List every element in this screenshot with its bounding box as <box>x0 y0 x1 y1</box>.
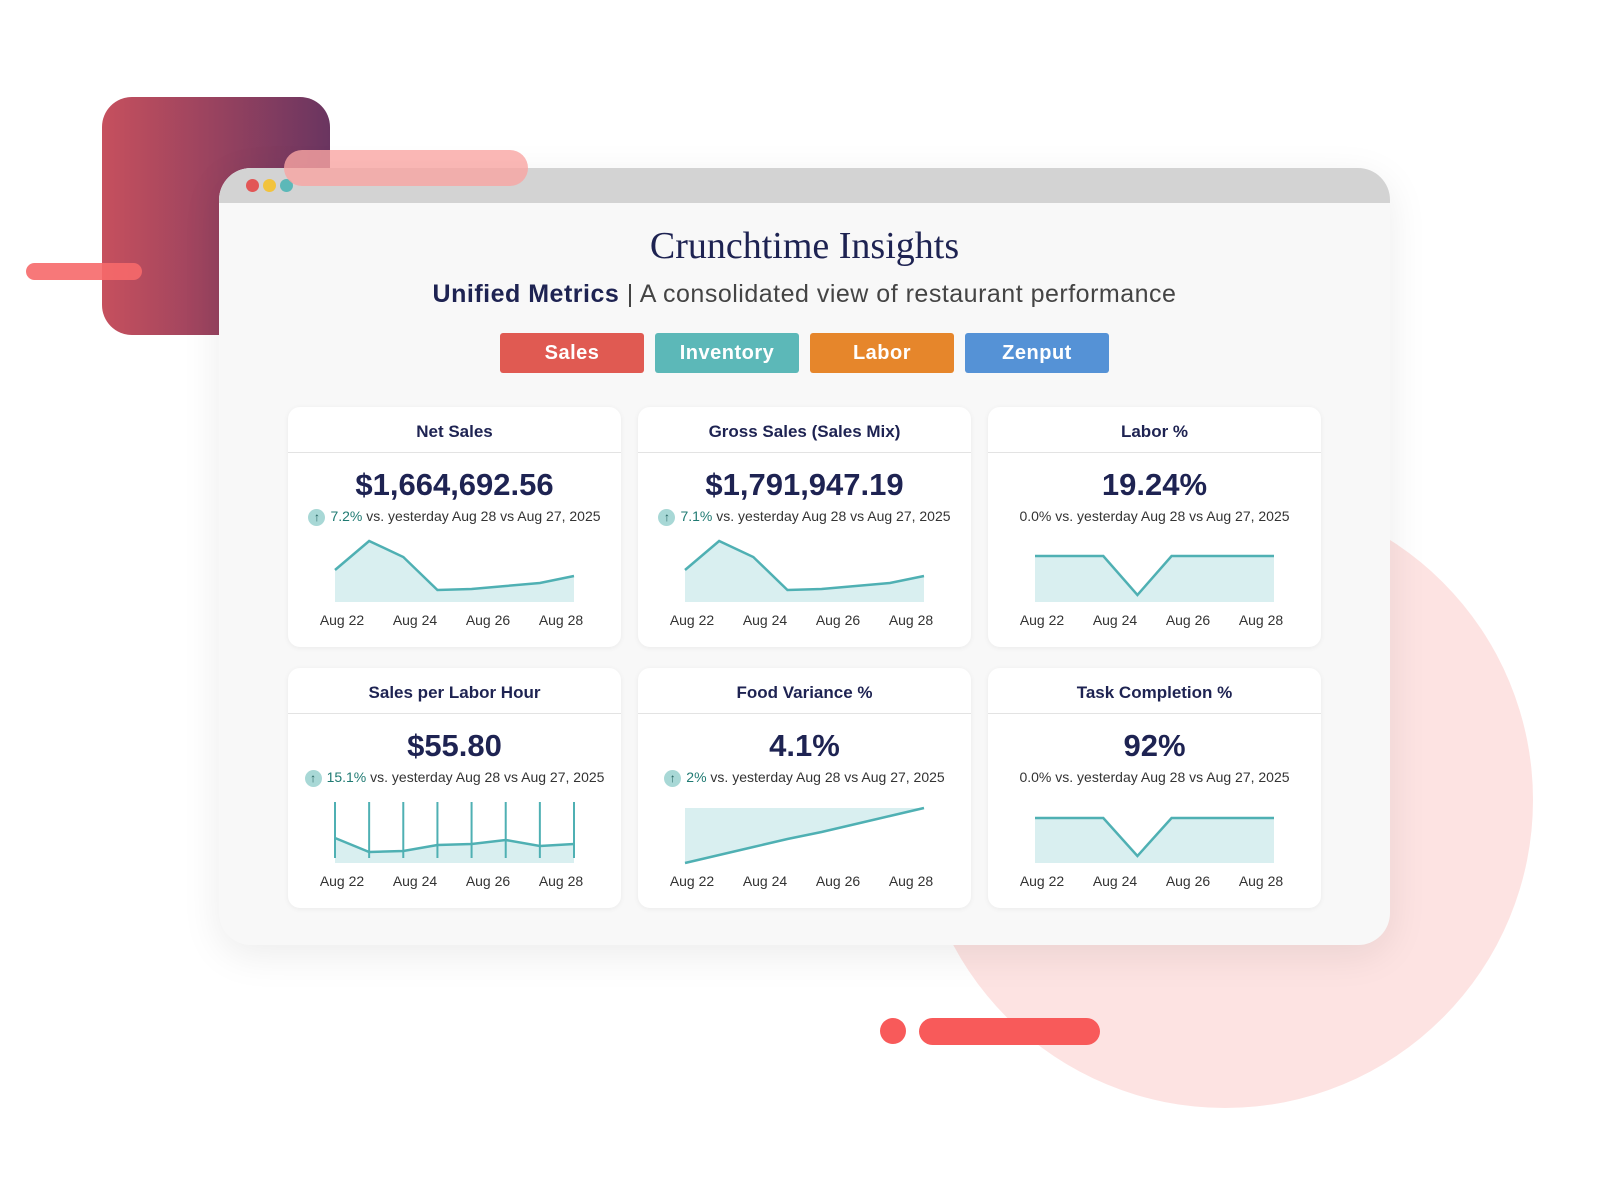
x-tick-label: Aug 22 <box>1020 612 1065 628</box>
x-tick-label: Aug 24 <box>1093 873 1138 889</box>
up-arrow-badge: ↑ <box>664 769 682 787</box>
x-tick-label: Aug 26 <box>816 612 861 628</box>
deco-pill <box>919 1018 1100 1045</box>
sparkline-area <box>335 838 574 863</box>
change-percent: 7.1% <box>680 508 713 524</box>
comparison-text: vs. yesterday Aug 28 vs Aug 27, 2025 <box>716 508 951 524</box>
card-value: 19.24% <box>1101 467 1208 502</box>
x-tick-label: Aug 22 <box>1020 873 1065 889</box>
subtitle-strong: Unified Metrics <box>432 280 620 308</box>
card-title: Gross Sales (Sales Mix) <box>638 407 971 453</box>
sparkline-line <box>1035 816 1274 858</box>
card-title: Sales per Labor Hour <box>288 668 621 714</box>
comparison-text: vs. yesterday Aug 28 vs Aug 27, 2025 <box>366 508 601 524</box>
page-title: Crunchtime Insights <box>649 225 960 267</box>
change-percent: 7.2% <box>330 508 363 524</box>
comparison-text: vs. yesterday Aug 28 vs Aug 27, 2025 <box>1055 769 1290 785</box>
sparkline-line <box>1035 554 1274 597</box>
sparkline: Aug 22 Aug 24 Aug 26 Aug 28 <box>670 539 934 628</box>
card-value: 92% <box>1123 728 1186 763</box>
deco-pill <box>284 150 528 186</box>
sparkline-line <box>334 539 575 592</box>
x-tick-label: Aug 24 <box>393 873 438 889</box>
x-tick-label: Aug 28 <box>1239 873 1284 889</box>
sparkline-line <box>684 539 925 592</box>
sparkline-area <box>685 541 924 602</box>
change-percent: 0.0% <box>1019 769 1052 785</box>
subtitle-rest: | A consolidated view of restaurant perf… <box>626 280 1177 308</box>
x-tick-label: Aug 28 <box>539 612 584 628</box>
card-title: Task Completion % <box>988 668 1321 714</box>
metric-card: Gross Sales (Sales Mix) $1,791,947.19 ↑ 7.1… <box>638 407 971 647</box>
card-title: Net Sales <box>288 407 621 453</box>
window-dot <box>246 179 259 192</box>
card-value: $55.80 <box>407 728 502 763</box>
sparkline: Aug 22 Aug 24 Aug 26 Aug 28 <box>320 539 584 628</box>
x-tick-label: Aug 26 <box>1166 612 1211 628</box>
x-tick-label: Aug 24 <box>393 612 438 628</box>
x-tick-label: Aug 28 <box>539 873 584 889</box>
card-title: Food Variance % <box>638 668 971 714</box>
tab[interactable]: Zenput <box>965 333 1109 373</box>
metric-card: Sales per Labor Hour $55.80 ↑ 15.1% vs. yes… <box>288 668 621 908</box>
comparison-text: vs. yesterday Aug 28 vs Aug 27, 2025 <box>710 769 945 785</box>
x-tick-label: Aug 26 <box>466 873 511 889</box>
x-tick-label: Aug 28 <box>1239 612 1284 628</box>
x-tick-label: Aug 24 <box>1093 612 1138 628</box>
tab[interactable]: Labor <box>810 333 954 373</box>
change-percent: 2% <box>686 769 707 785</box>
card-change: ↑ 2% vs. yesterday Aug 28 vs Aug 27, 2025 <box>638 769 971 787</box>
tab[interactable]: Inventory <box>655 333 799 373</box>
card-value: $1,791,947.19 <box>705 467 904 502</box>
card-title: Labor % <box>988 407 1321 453</box>
card-change: 0.0% vs. yesterday Aug 28 vs Aug 27, 202… <box>988 508 1321 524</box>
x-tick-label: Aug 22 <box>320 873 365 889</box>
card-change: ↑ 15.1% vs. yesterday Aug 28 vs Aug 27, 2… <box>288 769 621 787</box>
metric-card: Labor % 19.24% 0.0% vs. yesterday Aug 28 v… <box>988 407 1321 647</box>
x-tick-label: Aug 26 <box>1166 873 1211 889</box>
x-tick-label: Aug 26 <box>466 612 511 628</box>
x-tick-label: Aug 28 <box>889 873 934 889</box>
card-change: ↑ 7.1% vs. yesterday Aug 28 vs Aug 27, 20… <box>638 508 971 526</box>
sparkline: Aug 22 Aug 24 Aug 26 Aug 28 <box>670 806 934 889</box>
sparkline: Aug 22 Aug 24 Aug 26 Aug 28 <box>1020 554 1284 628</box>
x-tick-label: Aug 22 <box>670 873 715 889</box>
sparkline-area <box>1035 556 1274 602</box>
window-dot <box>263 179 276 192</box>
deco-line <box>26 263 142 280</box>
card-change: ↑ 7.2% vs. yesterday Aug 28 vs Aug 27, 20… <box>288 508 621 526</box>
x-tick-label: Aug 24 <box>743 612 788 628</box>
up-arrow-badge: ↑ <box>304 769 322 787</box>
card-change: 0.0% vs. yesterday Aug 28 vs Aug 27, 202… <box>988 769 1321 785</box>
up-arrow-badge: ↑ <box>308 508 326 526</box>
comparison-text: vs. yesterday Aug 28 vs Aug 27, 2025 <box>370 769 605 785</box>
metric-card: Task Completion % 92% 0.0% vs. yesterday A… <box>988 668 1321 908</box>
x-tick-label: Aug 28 <box>889 612 934 628</box>
x-tick-label: Aug 22 <box>320 612 365 628</box>
sparkline: Aug 22 Aug 24 Aug 26 Aug 28 <box>1020 816 1284 889</box>
subtitle: Unified Metrics | A consolidated view of… <box>219 280 1390 309</box>
x-tick-label: Aug 26 <box>816 873 861 889</box>
tab[interactable]: Sales <box>500 333 644 373</box>
x-tick-label: Aug 24 <box>743 873 788 889</box>
deco-dot <box>880 1018 906 1044</box>
x-tick-label: Aug 22 <box>670 612 715 628</box>
sparkline-area <box>1035 818 1274 863</box>
sparkline-line <box>334 836 575 854</box>
window-dot <box>280 179 293 192</box>
up-arrow-badge: ↑ <box>658 508 676 526</box>
change-percent: 15.1% <box>326 769 367 785</box>
comparison-text: vs. yesterday Aug 28 vs Aug 27, 2025 <box>1055 508 1290 524</box>
card-value: 4.1% <box>769 728 840 763</box>
metric-card: Net Sales $1,664,692.56 ↑ 7.2% vs. yesterda… <box>288 407 621 647</box>
sparkline: Aug 22 Aug 24 Aug 26 Aug 28 <box>320 802 584 889</box>
card-value: $1,664,692.56 <box>355 467 554 502</box>
sparkline-line <box>684 806 925 865</box>
sparkline-area <box>335 541 574 602</box>
browser-window: Crunchtime Insights Unified Metrics | A … <box>219 168 1390 945</box>
change-percent: 0.0% <box>1019 508 1052 524</box>
metric-card: Food Variance % 4.1% ↑ 2% vs. yesterday Aug… <box>638 668 971 908</box>
